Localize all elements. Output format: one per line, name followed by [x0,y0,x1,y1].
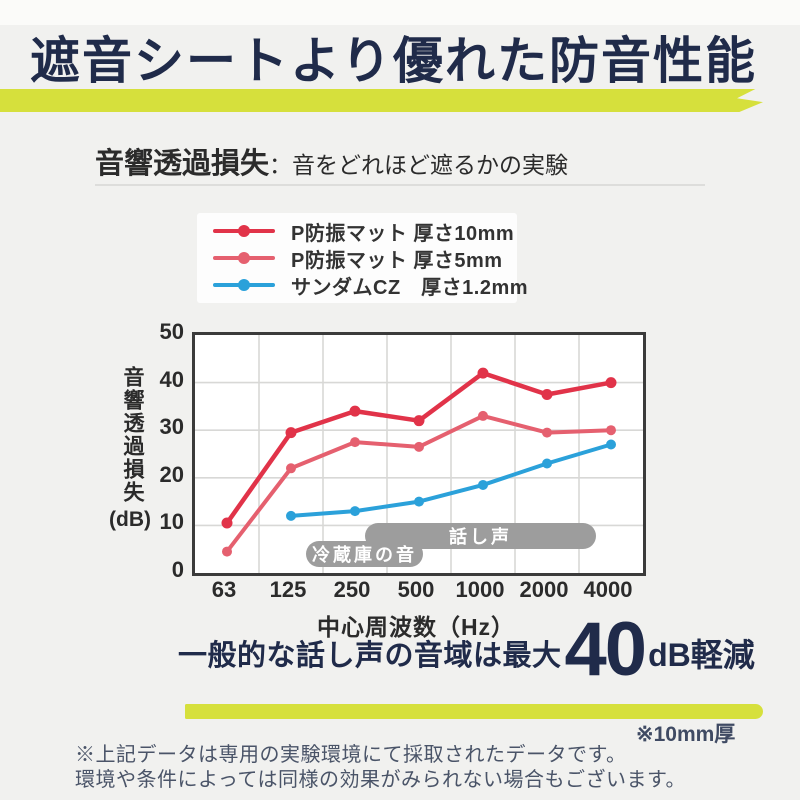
x-tick-label: 4000 [583,577,633,602]
legend-item-label: サンダムCZ 厚さ1.2mm [291,276,529,299]
subtitle-description: ：音をどれほど遮るかの実験 [269,152,569,178]
legend-item: P防振マット 厚さ5mm [197,247,517,272]
series-line [289,442,613,518]
data-point [285,427,297,439]
x-tick-label: 250 [333,577,371,602]
data-point [414,496,424,507]
x-tick-label: 1000 [455,577,505,602]
legend-line-swatch [213,279,275,291]
footer-line-1: ※上記データは専用の実験環境にて採取されたデータです。 [75,744,627,766]
y-tick-label: 50 [159,319,184,344]
data-point [286,510,296,521]
legend-line-swatch [213,252,275,264]
line-chart: 話し声冷蔵庫の音 中心周波数（Hz） 0 10 20 30 40 50 63 125 250 50… [150,319,695,645]
data-point [541,389,553,400]
data-point [286,463,296,474]
legend-item: サンダムCZ 厚さ1.2mm [197,274,528,299]
x-tick-label: 2000 [519,577,569,602]
data-point [605,377,617,389]
data-point [350,506,360,517]
y-tick-label: 40 [159,366,184,392]
data-point [542,427,552,438]
annotation-label: 話し声 [449,526,512,547]
title-highlight-bar [0,89,763,112]
data-point [477,367,489,379]
x-axis-title: 中心周波数（Hz） [316,614,516,640]
data-point [414,441,424,452]
y-tick-label: 10 [159,509,184,535]
callout-big-value: 40 [564,607,648,692]
x-tick-label: 125 [269,577,307,602]
plot-area: 話し声冷蔵庫の音 [192,332,646,576]
data-point [221,517,233,529]
legend-dot [238,279,250,291]
y-tick-label: 20 [159,461,184,487]
y-axis-title: 音響透過損失 [121,366,144,504]
x-tick-label: 500 [397,577,435,602]
chart-annotation-pill: 話し声 [365,523,596,549]
y-tick-label: 0 [171,557,184,582]
data-point [542,458,552,469]
data-point [478,410,488,421]
legend-item-label: P防振マット 厚さ10mm [291,222,515,245]
y-tick-label: 30 [159,414,184,440]
subtitle: 音響透過損失：音をどれほど遮るかの実験 [95,140,568,182]
divider-line [95,184,705,186]
data-point [413,415,425,427]
footer-line-2: 環境や条件によっては同様の効果がみられない場合もございます。 [75,769,686,791]
callout-suffix: dB軽減 [648,637,755,674]
footer-disclaimer: ※上記データは専用の実験環境にて採取されたデータです。 環境や条件によっては同様… [75,743,686,793]
subtitle-label: 音響透過損失 [95,148,270,180]
annotation-label: 冷蔵庫の音 [312,544,417,565]
x-tick-label: 63 [211,577,237,602]
chart-legend: P防振マット 厚さ10mm P防振マット 厚さ5mm サンダムCZ 厚さ1.2mm [197,213,528,303]
legend-line-swatch [213,225,275,237]
data-point [222,546,232,557]
page-title: 遮音シートより優れた防音性能 [30,33,757,89]
callout-prefix: 一般的な話し声の音域は最大 [178,640,562,673]
legend-dot [238,225,250,237]
callout-highlight-bar [185,704,763,719]
data-point [349,405,361,417]
chart-annotation-pill: 冷蔵庫の音 [306,541,423,567]
data-point [478,479,488,490]
result-callout: 一般的な話し声の音域は最大 40 dB軽減 [178,607,755,692]
legend-item: P防振マット 厚さ10mm [197,220,517,245]
legend-item-label: P防振マット 厚さ5mm [291,249,503,272]
legend-dot [238,252,250,264]
y-axis-unit: (dB) [109,508,151,531]
data-point [350,437,360,448]
data-point [606,425,616,436]
data-point [606,439,616,450]
top-strip [0,0,800,25]
callout-thickness-note: ※10mm厚 [636,723,736,746]
